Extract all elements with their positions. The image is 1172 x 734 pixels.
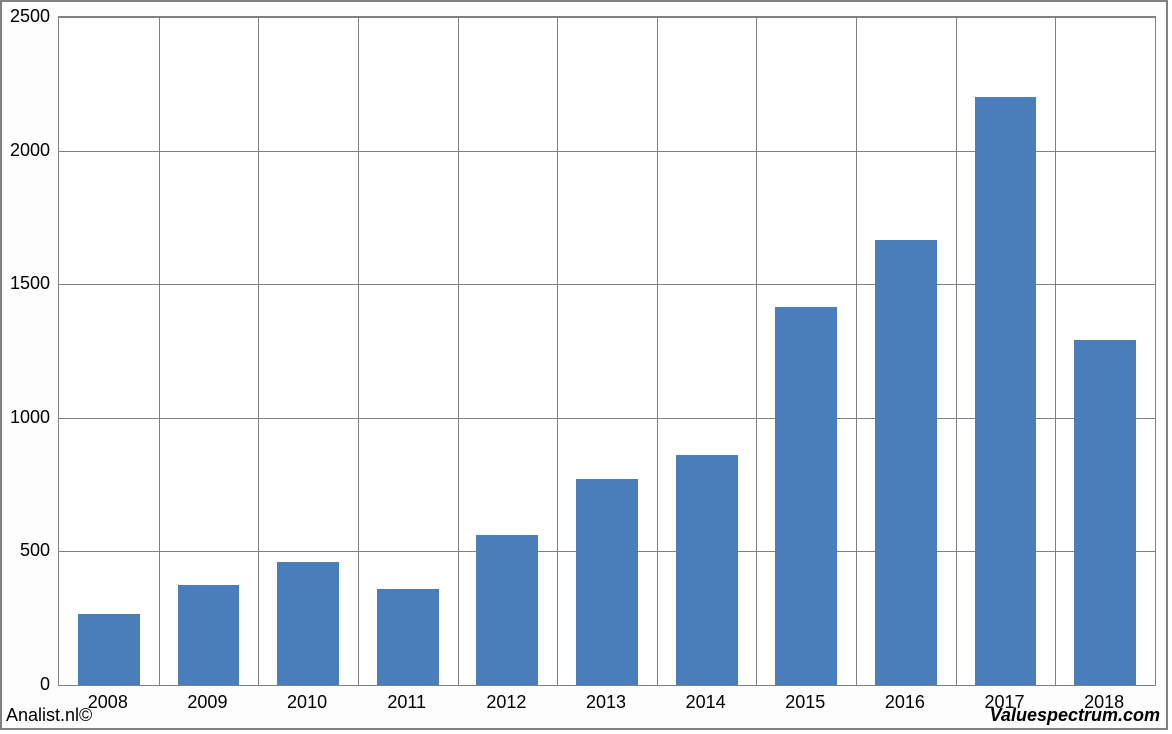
x-axis-tick-label: 2014 <box>656 692 756 713</box>
bar <box>277 562 339 685</box>
gridline-vertical <box>458 17 459 685</box>
bar <box>377 589 439 685</box>
y-axis-tick-label: 2500 <box>2 6 50 27</box>
y-axis-tick-label: 0 <box>2 674 50 695</box>
gridline-vertical <box>258 17 259 685</box>
y-axis-tick-label: 500 <box>2 540 50 561</box>
bar <box>676 455 738 685</box>
y-axis-tick-label: 1000 <box>2 407 50 428</box>
bar <box>775 307 837 685</box>
bar <box>78 614 140 685</box>
bar <box>178 585 240 685</box>
gridline-vertical <box>557 17 558 685</box>
x-axis-tick-label: 2015 <box>755 692 855 713</box>
y-axis-tick-label: 1500 <box>2 273 50 294</box>
gridline-horizontal <box>59 17 1155 18</box>
gridline-vertical <box>856 17 857 685</box>
gridline-vertical <box>657 17 658 685</box>
footer-left-text: Analist.nl© <box>6 705 92 726</box>
bar <box>975 97 1037 685</box>
footer-right-text: Valuespectrum.com <box>990 705 1160 726</box>
x-axis-tick-label: 2016 <box>855 692 955 713</box>
chart-frame: 05001000150020002500 2008200920102011201… <box>0 0 1168 730</box>
bar <box>576 479 638 685</box>
gridline-vertical <box>756 17 757 685</box>
gridline-vertical <box>1055 17 1056 685</box>
gridline-vertical <box>358 17 359 685</box>
bar <box>476 535 538 685</box>
x-axis-tick-label: 2011 <box>357 692 457 713</box>
x-axis-tick-label: 2012 <box>457 692 557 713</box>
x-axis-tick-label: 2010 <box>257 692 357 713</box>
y-axis-tick-label: 2000 <box>2 140 50 161</box>
gridline-vertical <box>956 17 957 685</box>
x-axis-tick-label: 2013 <box>556 692 656 713</box>
plot-area <box>58 16 1156 686</box>
x-axis-tick-label: 2009 <box>158 692 258 713</box>
bar <box>875 240 937 685</box>
bar <box>1074 340 1136 685</box>
gridline-vertical <box>159 17 160 685</box>
